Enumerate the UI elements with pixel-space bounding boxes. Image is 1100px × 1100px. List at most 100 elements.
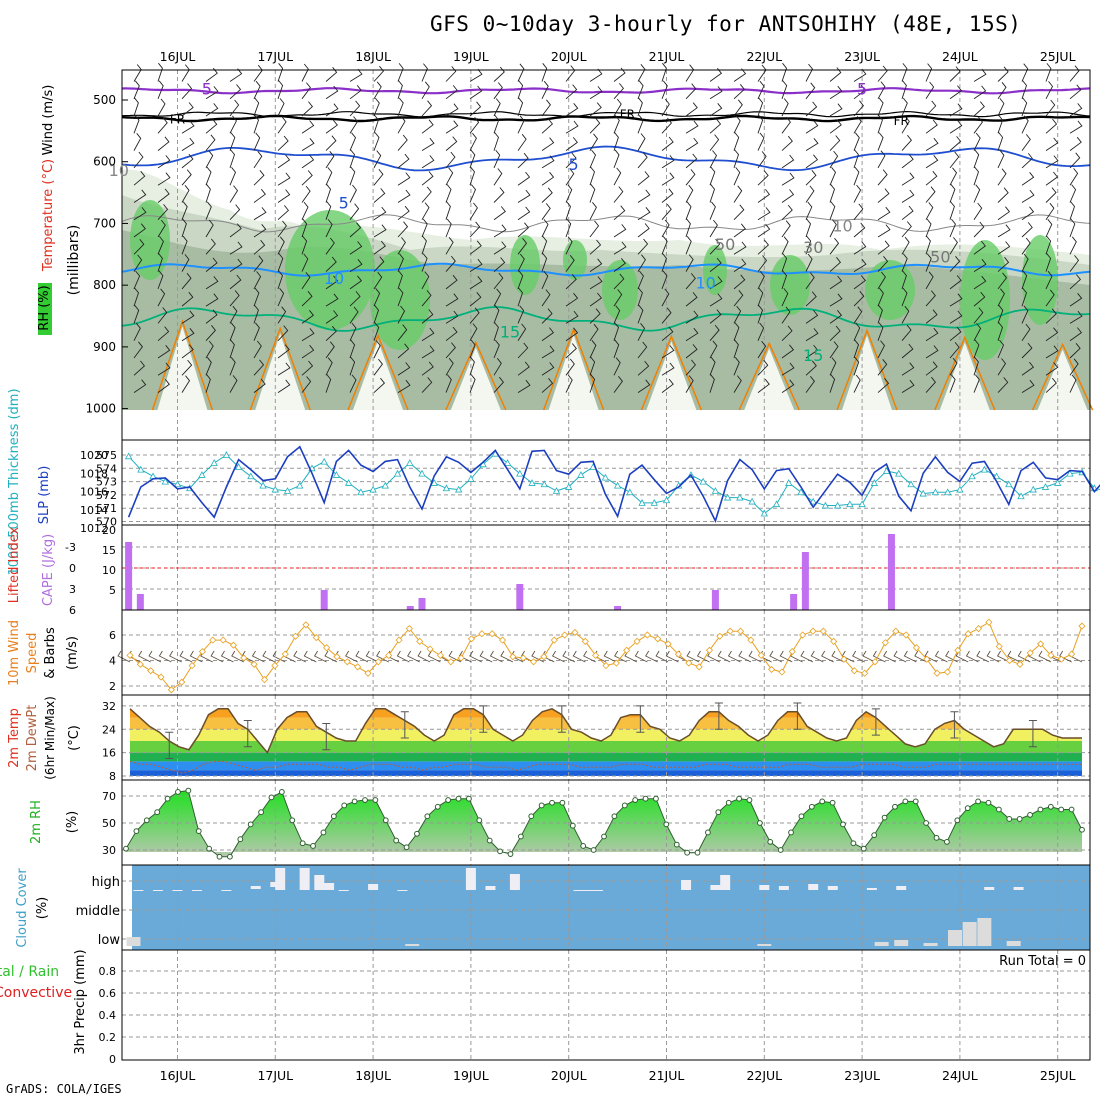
rh-moist-blob — [703, 245, 727, 295]
wind-barb — [517, 171, 531, 186]
wind-barb-10m — [345, 650, 358, 663]
wind-barb — [661, 62, 667, 82]
wind-barb — [997, 187, 1009, 203]
wind-barb — [277, 253, 284, 272]
wind-barb — [565, 343, 577, 359]
rh-point — [195, 828, 202, 834]
wind-speed-point — [643, 631, 651, 639]
ylabel-10m-wind: 10m Wind — [7, 620, 22, 686]
wind-barb — [157, 236, 164, 255]
wind-speed-point — [291, 632, 300, 640]
temp-band — [130, 770, 1082, 776]
wind-barb — [325, 310, 339, 324]
wind-barb — [685, 137, 699, 151]
wind-speed-point — [736, 627, 745, 635]
wind-barb — [1021, 379, 1035, 393]
thickness-point — [1005, 480, 1013, 488]
wind-barb — [229, 167, 237, 186]
wind-barb — [133, 322, 141, 341]
wind-barb — [517, 379, 531, 393]
wind-barb-10m — [893, 650, 907, 663]
wind-barb — [133, 270, 141, 290]
wind-barb — [565, 152, 577, 169]
wind-barb — [805, 154, 819, 169]
thickness-point — [393, 469, 402, 477]
wind-barb — [541, 327, 555, 342]
wind-speed-point — [436, 651, 445, 659]
minmax-whisker — [793, 702, 802, 730]
wind-barb — [877, 271, 886, 290]
wind-barb — [589, 184, 596, 203]
wind-barb — [613, 273, 625, 290]
rh-point — [497, 848, 503, 855]
wind-speed-point — [705, 646, 714, 654]
wind-barb — [133, 341, 143, 359]
wind-barb — [397, 153, 410, 169]
wind-barb — [493, 114, 500, 134]
wind-barb — [757, 378, 770, 393]
wind-barb — [493, 288, 502, 307]
wind-barb — [469, 184, 477, 203]
wind-barb — [757, 207, 771, 221]
wind-barb — [325, 237, 335, 255]
wind-barb — [661, 219, 670, 238]
wind-barb — [805, 253, 813, 272]
wind-barb — [805, 120, 819, 134]
wind-barb — [469, 258, 483, 272]
contour-label: 50 — [930, 247, 950, 266]
ylabel-2m-dewpt: 2m DewPt — [25, 705, 40, 772]
wind-barb — [421, 186, 432, 203]
wind-barb — [229, 241, 243, 255]
thickness-point — [222, 451, 231, 458]
wind-barb — [829, 219, 837, 238]
wind-speed-point — [385, 651, 393, 659]
wind-barb — [853, 322, 861, 341]
wind-barb — [277, 63, 284, 82]
wind-barb — [901, 379, 915, 393]
minmax-whisker — [950, 711, 959, 739]
wind-barb-10m — [655, 650, 669, 663]
wind-barb — [205, 150, 214, 169]
ylabel-wind: Wind (m/s) — [41, 85, 56, 156]
wind-barb — [229, 115, 237, 134]
wind-barb — [589, 117, 601, 134]
wind-barb — [517, 342, 529, 359]
wind-barb — [325, 67, 338, 82]
wind-barb — [877, 322, 884, 341]
wind-barb — [685, 153, 698, 169]
wind-barb-10m — [272, 650, 286, 663]
wind-barb — [973, 258, 987, 272]
thickness-point — [234, 463, 243, 470]
wind-barb — [373, 132, 380, 151]
wind-barb — [517, 115, 525, 134]
wind-barb — [1045, 63, 1052, 82]
cloud-bar-high — [808, 884, 819, 890]
wind-barb-10m — [158, 650, 172, 663]
wind-barb-10m — [220, 650, 234, 663]
wind-barb — [997, 339, 1005, 359]
wind-barb — [469, 149, 476, 169]
wind-barb — [757, 271, 765, 290]
wind-barb — [973, 221, 985, 238]
wind-barb — [949, 201, 955, 220]
wind-barb-10m — [500, 650, 514, 663]
wind-barb — [181, 344, 194, 359]
wind-speed-point — [964, 630, 972, 638]
wind-barb — [157, 188, 170, 203]
thickness-point — [662, 496, 671, 504]
thickness-tick-label: 574 — [96, 462, 117, 475]
wind-barb — [997, 377, 1009, 393]
wind-speed-point — [1006, 656, 1014, 665]
ylabel-millibars: (millibars) — [66, 225, 82, 296]
wind-barb — [973, 339, 980, 359]
thickness-point — [907, 480, 915, 488]
rh-tick-label: 30 — [102, 844, 116, 857]
wind-barb — [973, 323, 982, 341]
wind-barb — [1069, 201, 1076, 220]
wind-speed-point — [550, 636, 558, 644]
wind-barb — [181, 153, 194, 169]
wind-barb — [829, 341, 839, 359]
wind-barb — [1069, 103, 1083, 117]
cape-bar — [711, 590, 719, 610]
wind-barb — [901, 253, 908, 272]
